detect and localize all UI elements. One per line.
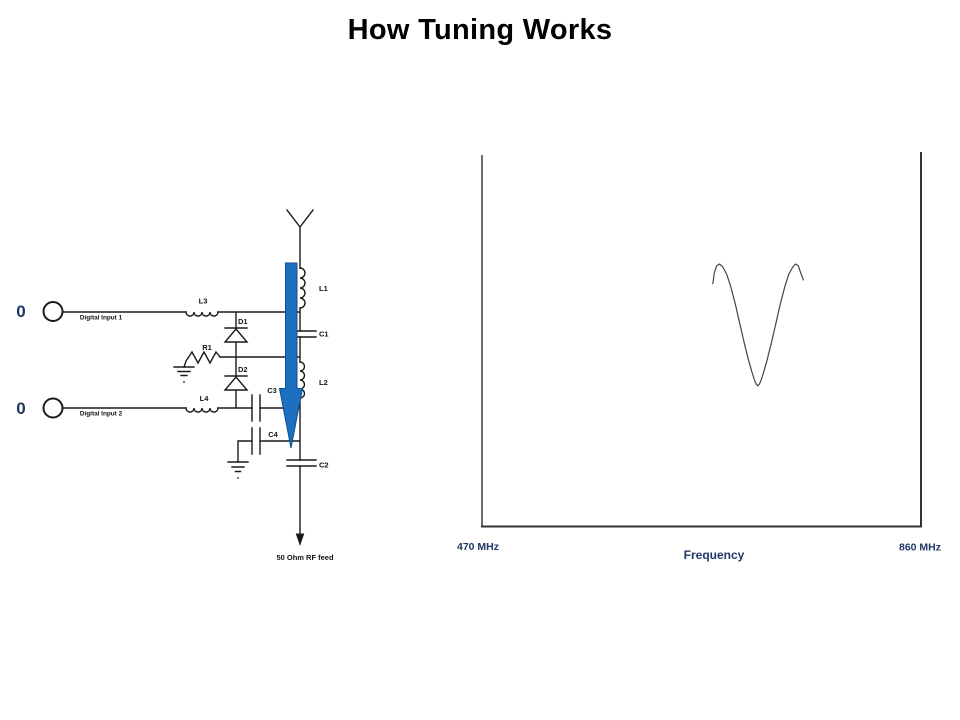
circuit-wires xyxy=(62,226,301,535)
c1-label: C1 xyxy=(319,330,329,339)
rf-feed-arrow-icon xyxy=(295,533,305,546)
l4-label: L4 xyxy=(200,394,210,403)
response-curve xyxy=(712,263,804,387)
x-axis-title: Frequency xyxy=(684,548,745,562)
x-min-label: 470 MHz xyxy=(457,541,499,553)
input1-label: Digital Input 1 xyxy=(80,315,123,322)
d2-label: D2 xyxy=(238,365,248,374)
c4-label: C4 xyxy=(268,430,278,439)
l4-inductor-icon xyxy=(185,407,219,413)
d1-diode-icon xyxy=(223,327,249,343)
circuit-diagram xyxy=(42,209,317,546)
c3-label: C3 xyxy=(267,386,277,395)
l1-inductor-icon xyxy=(299,267,306,309)
c3-capacitor-icon xyxy=(251,394,261,422)
ground-icon xyxy=(227,461,249,479)
frequency-response-graph: 470 MHz 860 MHz Frequency xyxy=(457,152,941,562)
tuning-arrow-icon xyxy=(278,262,304,449)
c4-capacitor-icon xyxy=(251,427,261,455)
input2-value: 0 xyxy=(16,399,25,418)
l3-label: L3 xyxy=(199,297,208,306)
x-max-label: 860 MHz xyxy=(899,542,941,554)
l2-inductor-icon xyxy=(299,361,306,399)
c2-capacitor-icon xyxy=(286,459,317,467)
d1-label: D1 xyxy=(238,317,248,326)
slide-title: How Tuning Works xyxy=(347,14,613,46)
c2-label: C2 xyxy=(319,461,329,470)
l3-inductor-icon xyxy=(185,311,219,317)
circuit-labels: 0 0 Digital Input 1 Digital Input 2 L1 L… xyxy=(16,284,334,562)
rf-feed-label: 50 Ohm RF feed xyxy=(276,553,334,562)
l1-label: L1 xyxy=(319,284,328,293)
input1-value: 0 xyxy=(16,302,25,321)
input2-terminal-icon xyxy=(42,397,64,419)
ground-icon xyxy=(173,366,195,383)
input2-label: Digital Input 2 xyxy=(80,411,123,418)
r1-resistor-icon xyxy=(183,350,221,368)
l2-label: L2 xyxy=(319,378,328,387)
d2-diode-icon xyxy=(223,375,249,391)
antenna-icon xyxy=(286,209,314,229)
r1-label: R1 xyxy=(202,343,212,352)
input1-terminal-icon xyxy=(42,301,64,322)
